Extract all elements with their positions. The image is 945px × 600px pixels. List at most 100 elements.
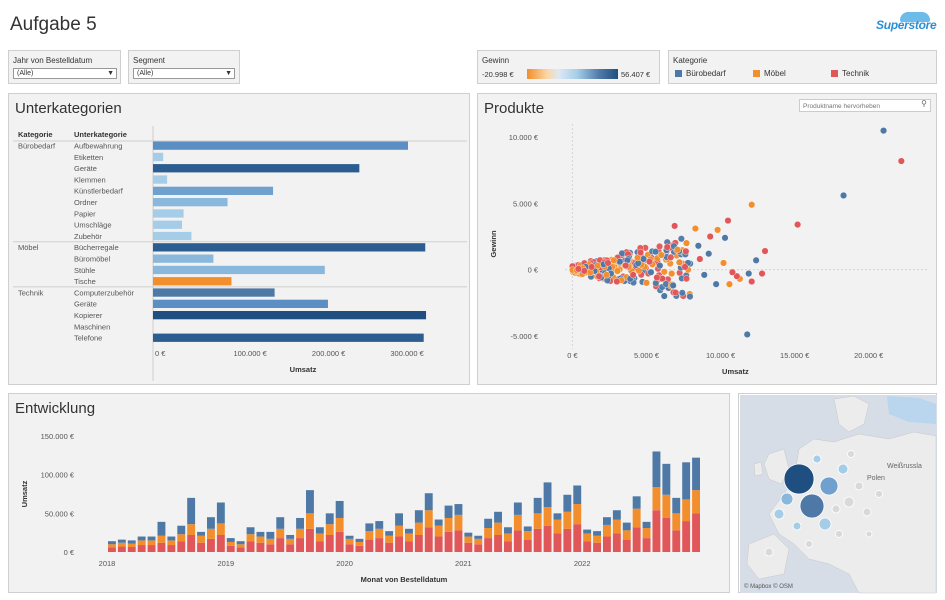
trend-bar-segment xyxy=(593,535,601,543)
product-point xyxy=(634,254,642,262)
trend-bar-segment xyxy=(246,527,255,535)
trend-bar-segment xyxy=(494,522,502,535)
trend-bar-segment xyxy=(504,527,512,534)
map-bubble[interactable] xyxy=(819,476,839,496)
trend-bar-segment xyxy=(216,502,225,524)
trend-bar-segment xyxy=(286,538,295,545)
profit-gradient-bar[interactable] xyxy=(527,69,618,79)
x-tick-label: 300.000 € xyxy=(390,349,424,358)
trend-bar-segment xyxy=(167,545,176,552)
trend-bar-segment xyxy=(345,544,354,552)
trend-bar-segment xyxy=(365,531,374,540)
subcategory-bar xyxy=(153,198,228,207)
trend-bar-segment xyxy=(246,541,255,552)
map-bubble[interactable] xyxy=(862,507,872,517)
trend-bar-segment xyxy=(563,494,572,512)
trend-bar-segment xyxy=(197,542,205,552)
filter-segment-select[interactable]: (Alle) ▼ xyxy=(133,68,235,79)
trend-title: Entwicklung xyxy=(15,400,96,417)
product-point xyxy=(610,256,618,264)
x-tick-label: 2020 xyxy=(336,559,353,568)
legend-item-moebel[interactable]: Möbel xyxy=(764,69,786,78)
product-point xyxy=(613,277,621,285)
page-title: Aufgabe 5 xyxy=(10,14,97,35)
trend-bar-segment xyxy=(256,536,265,543)
trend-bar-segment xyxy=(603,524,611,537)
trend-bar-segment xyxy=(563,528,572,552)
trend-bar-segment xyxy=(306,490,314,514)
map-bubble[interactable] xyxy=(837,463,849,475)
map-bubble[interactable] xyxy=(773,508,785,520)
x-tick-label: 0 € xyxy=(155,349,166,358)
map-bubble[interactable] xyxy=(783,463,815,495)
map-bubble[interactable] xyxy=(780,492,794,506)
product-search-input[interactable] xyxy=(803,101,913,111)
map-bubble[interactable] xyxy=(818,517,832,531)
trend-bar-segment xyxy=(117,539,126,543)
map-bubble[interactable] xyxy=(764,547,774,557)
subcategory-label: Tische xyxy=(74,277,96,286)
trend-bar-segment xyxy=(127,546,136,552)
product-search-box[interactable]: ⚲ xyxy=(799,99,931,112)
trend-bar-segment xyxy=(504,541,512,552)
product-point xyxy=(675,258,683,266)
trend-bar-segment xyxy=(117,542,126,547)
map-bubble[interactable] xyxy=(799,493,825,519)
trend-bar-segment xyxy=(187,524,196,535)
trend-bar-segment xyxy=(167,540,176,546)
map-bubble[interactable] xyxy=(835,530,843,538)
product-point xyxy=(682,275,690,283)
map-bubble[interactable] xyxy=(854,481,864,491)
trend-bar-segment xyxy=(375,521,384,529)
trend-bar-segment xyxy=(157,542,166,552)
y-tick-label: 0 € xyxy=(64,548,75,557)
legend-swatch-buerobedarf[interactable] xyxy=(675,70,682,77)
map-bubble[interactable] xyxy=(812,454,822,464)
trend-bar-segment xyxy=(543,482,552,508)
subcategory-bar xyxy=(153,186,274,195)
product-point xyxy=(725,280,733,288)
x-tick-label: 2019 xyxy=(217,559,234,568)
trend-bar-segment xyxy=(177,541,186,552)
legend-item-technik[interactable]: Technik xyxy=(842,69,870,78)
map-label-polen: Polen xyxy=(867,475,885,482)
subcategories-chart: Kategorie Unterkategorie Bürobedarf Aufbewa… xyxy=(13,126,467,381)
map-bubble[interactable] xyxy=(792,521,802,531)
map-bubble[interactable] xyxy=(805,540,813,548)
product-point xyxy=(728,268,736,276)
trend-bar-segment xyxy=(325,513,334,525)
filter-segment-value: (Alle) xyxy=(137,70,154,77)
map-bubble[interactable] xyxy=(865,530,873,538)
product-point xyxy=(761,247,769,255)
product-point xyxy=(743,330,751,338)
trend-bar-segment xyxy=(147,545,156,552)
subcategory-label: Büromöbel xyxy=(74,255,111,264)
filter-year-select[interactable]: (Alle) ▼ xyxy=(13,68,117,79)
legend-swatch-technik[interactable] xyxy=(831,70,838,77)
trend-bar-segment xyxy=(672,530,681,552)
trend-bar-segment xyxy=(127,543,136,547)
legend-item-buerobedarf[interactable]: Bürobedarf xyxy=(686,69,726,78)
trend-bar-segment xyxy=(256,542,265,552)
map-bubble[interactable] xyxy=(847,450,855,458)
trend-bar-segment xyxy=(662,494,671,518)
subcategory-label: Bücherregale xyxy=(74,243,119,252)
europe-map[interactable]: Weißrussla Polen © Mapbox © OSM xyxy=(739,394,938,594)
subcategory-label: Klemmen xyxy=(74,175,106,184)
legend-swatch-moebel[interactable] xyxy=(753,70,760,77)
category-legend: Kategorie Bürobedarf Möbel Technik xyxy=(668,50,937,84)
x-axis-title: Monat von Bestelldatum xyxy=(361,575,448,584)
subcategory-bar xyxy=(153,333,424,342)
trend-bar-segment xyxy=(513,514,522,531)
y-tick-label: -5.000 € xyxy=(510,332,538,341)
map-bubble[interactable] xyxy=(875,490,883,498)
trend-bar-segment xyxy=(583,541,592,552)
filter-segment-label: Segment xyxy=(133,56,166,65)
map-bubble[interactable] xyxy=(843,496,855,508)
trend-bar-segment xyxy=(444,531,453,552)
map-bubble[interactable] xyxy=(831,504,841,514)
product-point xyxy=(629,271,637,279)
trend-bar-segment xyxy=(484,538,493,552)
trend-bar-segment xyxy=(365,539,374,552)
trend-bar-segment xyxy=(216,523,225,535)
